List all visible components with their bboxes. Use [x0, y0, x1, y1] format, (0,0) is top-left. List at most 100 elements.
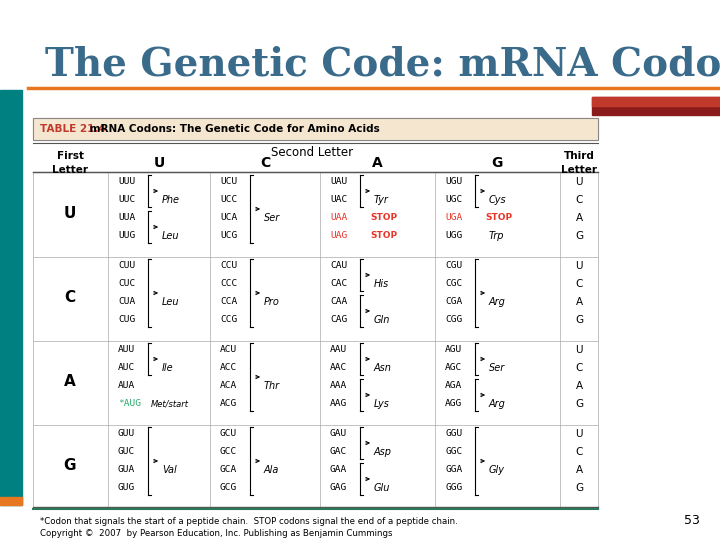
- Text: Val: Val: [162, 465, 176, 475]
- Text: AUU: AUU: [118, 346, 135, 354]
- Text: U: U: [575, 177, 582, 187]
- Text: GCU: GCU: [220, 429, 238, 438]
- Text: UUC: UUC: [118, 195, 135, 205]
- Text: C: C: [260, 156, 270, 170]
- Text: Ser: Ser: [264, 213, 280, 223]
- Text: U: U: [575, 261, 582, 271]
- Text: U: U: [153, 156, 165, 170]
- Text: AGA: AGA: [445, 381, 462, 390]
- Text: UCU: UCU: [220, 178, 238, 186]
- Text: AAA: AAA: [330, 381, 347, 390]
- Bar: [0, 90, 22, 505]
- Text: His: His: [374, 279, 390, 289]
- Bar: [33, 118, 598, 140]
- Text: C: C: [575, 195, 582, 205]
- Text: C: C: [64, 291, 76, 306]
- Text: GCC: GCC: [220, 448, 238, 456]
- Text: G: G: [575, 483, 583, 493]
- Text: STOP: STOP: [370, 232, 397, 240]
- Text: GUG: GUG: [118, 483, 135, 492]
- Text: CGU: CGU: [445, 261, 462, 271]
- Text: AAG: AAG: [330, 400, 347, 408]
- Text: CAC: CAC: [330, 280, 347, 288]
- Text: AAU: AAU: [330, 346, 347, 354]
- Text: CAU: CAU: [330, 261, 347, 271]
- Text: CCC: CCC: [220, 280, 238, 288]
- Text: UGG: UGG: [445, 232, 462, 240]
- Bar: [592, 97, 720, 106]
- Text: AGG: AGG: [445, 400, 462, 408]
- Text: CUU: CUU: [118, 261, 135, 271]
- Text: A: A: [64, 375, 76, 389]
- Text: GCA: GCA: [220, 465, 238, 475]
- Text: A: A: [575, 297, 582, 307]
- Text: CGC: CGC: [445, 280, 462, 288]
- Text: Asp: Asp: [374, 447, 392, 457]
- Text: Leu: Leu: [162, 231, 179, 241]
- Text: Gly: Gly: [489, 465, 505, 475]
- Text: STOP: STOP: [485, 213, 512, 222]
- Text: AGC: AGC: [445, 363, 462, 373]
- Text: UAG: UAG: [330, 232, 347, 240]
- Text: STOP: STOP: [370, 213, 397, 222]
- Text: Lys: Lys: [374, 399, 390, 409]
- Text: G: G: [575, 231, 583, 241]
- Text: GAG: GAG: [330, 483, 347, 492]
- Text: ACA: ACA: [220, 381, 238, 390]
- Text: G: G: [575, 399, 583, 409]
- Text: *Codon that signals the start of a peptide chain.  STOP codons signal the end of: *Codon that signals the start of a pepti…: [40, 516, 458, 525]
- Text: AUA: AUA: [118, 381, 135, 390]
- Text: C: C: [575, 447, 582, 457]
- Text: UCA: UCA: [220, 213, 238, 222]
- Text: CUG: CUG: [118, 315, 135, 325]
- Text: AGU: AGU: [445, 346, 462, 354]
- Text: CCA: CCA: [220, 298, 238, 307]
- Text: ACU: ACU: [220, 346, 238, 354]
- Text: A: A: [575, 381, 582, 391]
- Bar: [592, 97, 720, 115]
- Text: CUA: CUA: [118, 298, 135, 307]
- Text: Third
Letter: Third Letter: [561, 151, 597, 174]
- Text: *AUG: *AUG: [118, 400, 141, 408]
- Text: Arg: Arg: [489, 399, 506, 409]
- Text: GGU: GGU: [445, 429, 462, 438]
- Text: The Genetic Code: mRNA Codons: The Genetic Code: mRNA Codons: [45, 46, 720, 84]
- Text: GAA: GAA: [330, 465, 347, 475]
- Text: UGC: UGC: [445, 195, 462, 205]
- Text: Copyright ©  2007  by Pearson Education, Inc. Publishing as Benjamin Cummings: Copyright © 2007 by Pearson Education, I…: [40, 529, 392, 537]
- Text: A: A: [575, 213, 582, 223]
- Text: Leu: Leu: [162, 297, 179, 307]
- Text: AUC: AUC: [118, 363, 135, 373]
- Text: CUC: CUC: [118, 280, 135, 288]
- Text: Ile: Ile: [162, 363, 174, 373]
- Text: G: G: [575, 315, 583, 325]
- Bar: [0, 497, 22, 505]
- Text: CGA: CGA: [445, 298, 462, 307]
- Text: UGA: UGA: [445, 213, 462, 222]
- Text: 53: 53: [684, 515, 700, 528]
- Text: UCC: UCC: [220, 195, 238, 205]
- Text: UAA: UAA: [330, 213, 347, 222]
- Text: C: C: [575, 363, 582, 373]
- Text: Second Letter: Second Letter: [271, 145, 353, 159]
- Text: ACC: ACC: [220, 363, 238, 373]
- Bar: [33, 118, 598, 140]
- Text: Cys: Cys: [489, 195, 507, 205]
- Text: GUU: GUU: [118, 429, 135, 438]
- Text: CGG: CGG: [445, 315, 462, 325]
- Text: CCG: CCG: [220, 315, 238, 325]
- Text: GAC: GAC: [330, 448, 347, 456]
- Text: UAC: UAC: [330, 195, 347, 205]
- Text: A: A: [372, 156, 382, 170]
- Text: G: G: [491, 156, 503, 170]
- Text: U: U: [575, 429, 582, 439]
- Text: GUC: GUC: [118, 448, 135, 456]
- Text: CAA: CAA: [330, 298, 347, 307]
- Text: Met/start: Met/start: [151, 400, 189, 408]
- Text: G: G: [64, 458, 76, 474]
- Text: GCG: GCG: [220, 483, 238, 492]
- Text: CAG: CAG: [330, 315, 347, 325]
- Text: GGG: GGG: [445, 483, 462, 492]
- Text: Glu: Glu: [374, 483, 390, 493]
- Text: GGC: GGC: [445, 448, 462, 456]
